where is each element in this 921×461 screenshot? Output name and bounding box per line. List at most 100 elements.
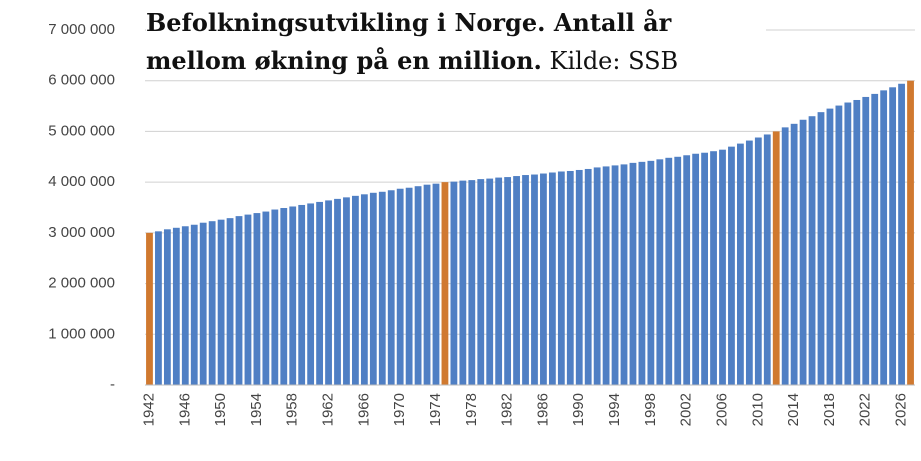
y-tick-label: 5 000 000 [48, 122, 115, 139]
bar [817, 112, 825, 386]
y-tick-label: 3 000 000 [48, 224, 115, 241]
bar [378, 191, 386, 385]
y-tick-label: 6 000 000 [48, 72, 115, 89]
bar [898, 83, 905, 385]
bar [575, 169, 583, 385]
x-tick-label: 2018 [821, 393, 838, 426]
bar [298, 204, 306, 385]
bar [369, 192, 377, 385]
x-tick-label: 1942 [140, 393, 157, 426]
bar [280, 208, 288, 385]
bar [172, 227, 180, 385]
bar [450, 181, 458, 385]
bar [307, 203, 315, 385]
bar [772, 131, 780, 385]
bar [862, 96, 870, 385]
bar [432, 183, 440, 385]
bar [244, 214, 252, 385]
x-tick-label: 1986 [534, 393, 551, 426]
bar [441, 182, 449, 385]
bar [181, 226, 189, 385]
bar [584, 168, 592, 385]
bar [763, 134, 771, 385]
bar [226, 218, 234, 385]
x-tick-label: 1962 [320, 393, 337, 426]
x-tick-label: 2026 [893, 393, 910, 426]
bar [253, 213, 261, 385]
x-tick-label: 2010 [749, 393, 766, 426]
bar [602, 166, 610, 385]
bar [405, 187, 413, 385]
source: Kilde: SSB [549, 47, 679, 75]
bar [566, 170, 574, 385]
bar [208, 221, 216, 385]
bar [728, 146, 735, 385]
y-tick-label: - [110, 376, 115, 393]
bar [692, 153, 700, 385]
bar [495, 177, 503, 385]
bar [396, 188, 404, 385]
bar [468, 180, 476, 385]
bar [548, 172, 556, 385]
bar [155, 231, 162, 385]
bar [808, 116, 816, 385]
bar [737, 143, 744, 385]
bar [656, 159, 664, 385]
bar [513, 176, 520, 385]
x-tick-label: 1946 [176, 393, 193, 426]
bar [387, 190, 395, 385]
x-tick-label: 1950 [212, 393, 229, 426]
bar [853, 99, 861, 385]
bar [620, 164, 628, 385]
y-tick-label: 1 000 000 [48, 325, 115, 342]
bar [289, 206, 297, 385]
bar [316, 201, 323, 385]
bar [190, 224, 198, 385]
bar [647, 160, 655, 385]
bar [163, 229, 171, 385]
bar [486, 178, 494, 385]
x-tick-label: 1954 [248, 393, 265, 426]
bar [826, 108, 834, 385]
bar [352, 195, 359, 385]
bar [531, 174, 538, 385]
x-tick-label: 1958 [284, 393, 301, 426]
bar [844, 102, 852, 386]
bar [745, 140, 753, 385]
x-tick-label: 1978 [463, 393, 480, 426]
bar [593, 167, 601, 385]
bar [880, 90, 888, 385]
x-tick-label: 1974 [427, 393, 444, 426]
bar [907, 80, 914, 385]
chart-title: Befolkningsutvikling i Norge. Antall år … [146, 8, 672, 75]
bar [522, 175, 529, 385]
bar [423, 184, 431, 385]
x-tick-label: 1982 [499, 393, 516, 426]
bar [343, 197, 350, 385]
bar [414, 186, 422, 385]
bar [459, 180, 467, 385]
bar [835, 105, 843, 386]
bar [638, 161, 646, 385]
x-tick-label: 2002 [678, 393, 695, 426]
x-tick-label: 1990 [570, 393, 587, 426]
bar [325, 200, 332, 385]
x-tick-label: 1998 [642, 393, 659, 426]
y-tick-label: 2 000 000 [48, 275, 115, 292]
bar [504, 177, 512, 385]
bar [611, 165, 619, 385]
bar [629, 162, 637, 385]
bar [781, 127, 789, 385]
x-tick-label: 2006 [713, 393, 730, 426]
bar [701, 152, 708, 385]
x-tick-label: 2014 [785, 393, 802, 426]
bar [871, 93, 879, 386]
bar [719, 149, 726, 385]
bar [262, 211, 270, 385]
bar [889, 87, 897, 386]
bar [540, 173, 547, 385]
bar [674, 156, 682, 385]
bar [665, 157, 673, 385]
x-tick-label: 2022 [857, 393, 874, 426]
